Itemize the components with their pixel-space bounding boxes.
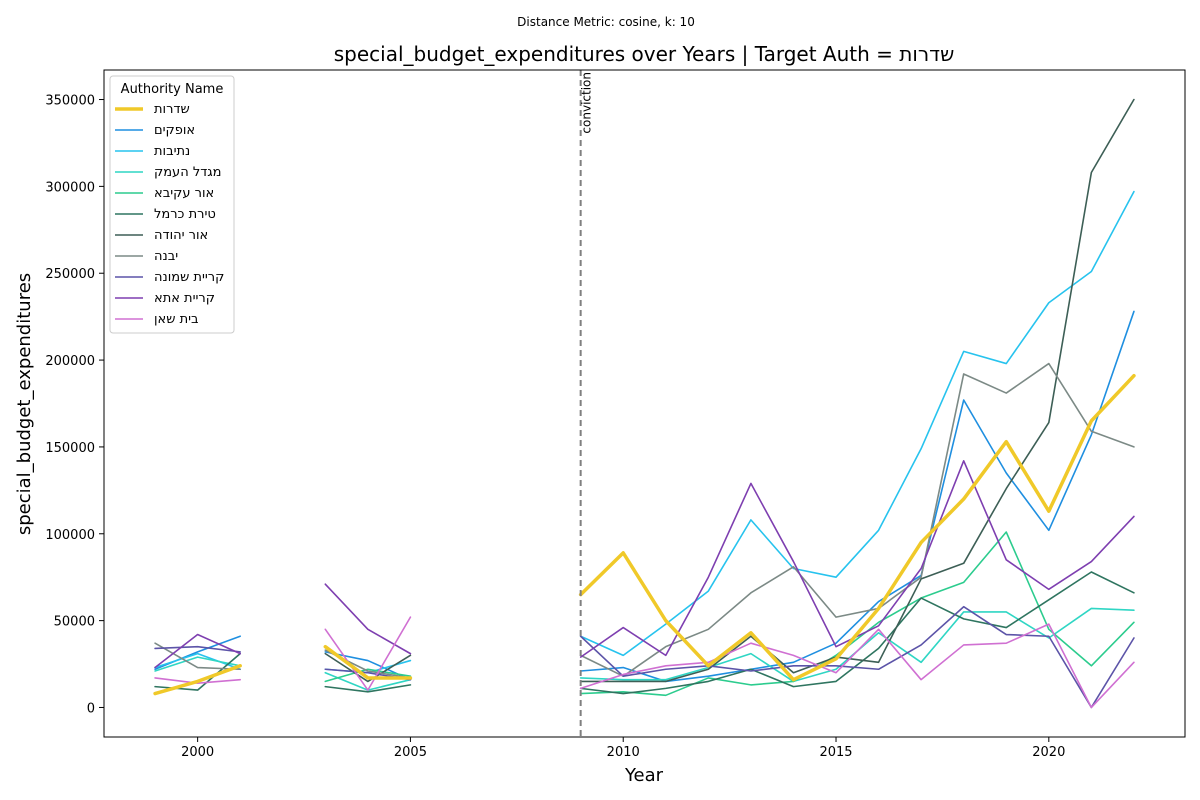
series-line-segment	[154, 633, 241, 669]
legend-label: אופקים	[154, 123, 195, 138]
legend-label: נתיבות	[154, 144, 190, 159]
series-line-segment	[324, 668, 412, 683]
legend-label: קריית שמונה	[154, 270, 224, 285]
conviction-marker: conviction	[579, 70, 594, 737]
y-axis: 0 50000 100000 150000 200000 250000 300000 3500…	[45, 94, 104, 716]
series-line-segment	[579, 605, 1135, 709]
series-line-segment	[579, 623, 1135, 709]
legend-box	[109, 75, 235, 334]
series-line-segment	[324, 684, 412, 693]
suptitle: Distance Metric: cosine, k: 10	[517, 15, 695, 29]
legend-label: קריית אתא	[154, 291, 215, 306]
x-tick-label: 2000	[181, 745, 214, 760]
series-line-segment	[154, 656, 241, 672]
y-axis-label: special_budget_expenditures	[14, 273, 35, 535]
legend-label: יבנה	[154, 249, 178, 264]
series-line-segment	[324, 616, 412, 691]
series-line-segment	[579, 98, 1135, 683]
legend-label: אור יהודה	[154, 228, 208, 243]
y-tick-label: 250000	[45, 267, 95, 282]
series-6	[324, 98, 1135, 683]
legend-label: טירת כרמל	[154, 207, 216, 222]
series-line-segment	[154, 652, 241, 671]
y-tick-label: 200000	[45, 354, 95, 369]
series-line-segment	[324, 583, 412, 655]
series-line-segment	[154, 642, 241, 671]
chart-title: special_budget_expenditures over Years |…	[334, 42, 955, 66]
x-tick-label: 2015	[819, 745, 852, 760]
series-line-segment	[154, 645, 241, 653]
y-tick-label: 150000	[45, 441, 95, 456]
y-tick-label: 0	[87, 701, 95, 716]
plot-area	[104, 70, 1185, 737]
x-tick-label: 2020	[1032, 745, 1065, 760]
y-tick-label: 50000	[54, 615, 95, 630]
legend: Authority Name שדרות אופקים נתיבות מגדל העמק…	[109, 75, 235, 334]
series-line-segment	[579, 310, 1135, 683]
plot-frame	[103, 69, 1186, 738]
x-axis-label: Year	[624, 765, 664, 786]
x-axis: 2000 2005 2010 2015 2020	[181, 737, 1065, 760]
series-4	[324, 531, 1135, 697]
series-0	[153, 373, 1136, 696]
y-tick-label: 350000	[45, 94, 95, 109]
conviction-label: conviction	[580, 72, 594, 134]
series-line-segment	[579, 531, 1135, 697]
y-tick-label: 100000	[45, 528, 95, 543]
legend-title: Authority Name	[121, 82, 224, 97]
series-line-segment	[323, 644, 413, 680]
series-line-segment	[578, 373, 1136, 682]
legend-label: בית שאן	[154, 312, 199, 327]
series-layer	[153, 98, 1136, 709]
series-line-segment	[579, 190, 1135, 657]
legend-label: אור עקיבא	[154, 186, 214, 201]
series-line-segment	[153, 664, 242, 696]
legend-label: שדרות	[154, 102, 190, 117]
legend-label: מגדל העמק	[154, 165, 222, 180]
y-tick-label: 300000	[45, 180, 95, 195]
series-line-segment	[579, 571, 1135, 695]
x-tick-label: 2010	[607, 745, 640, 760]
series-line-segment	[324, 652, 412, 683]
x-tick-label: 2005	[394, 745, 427, 760]
